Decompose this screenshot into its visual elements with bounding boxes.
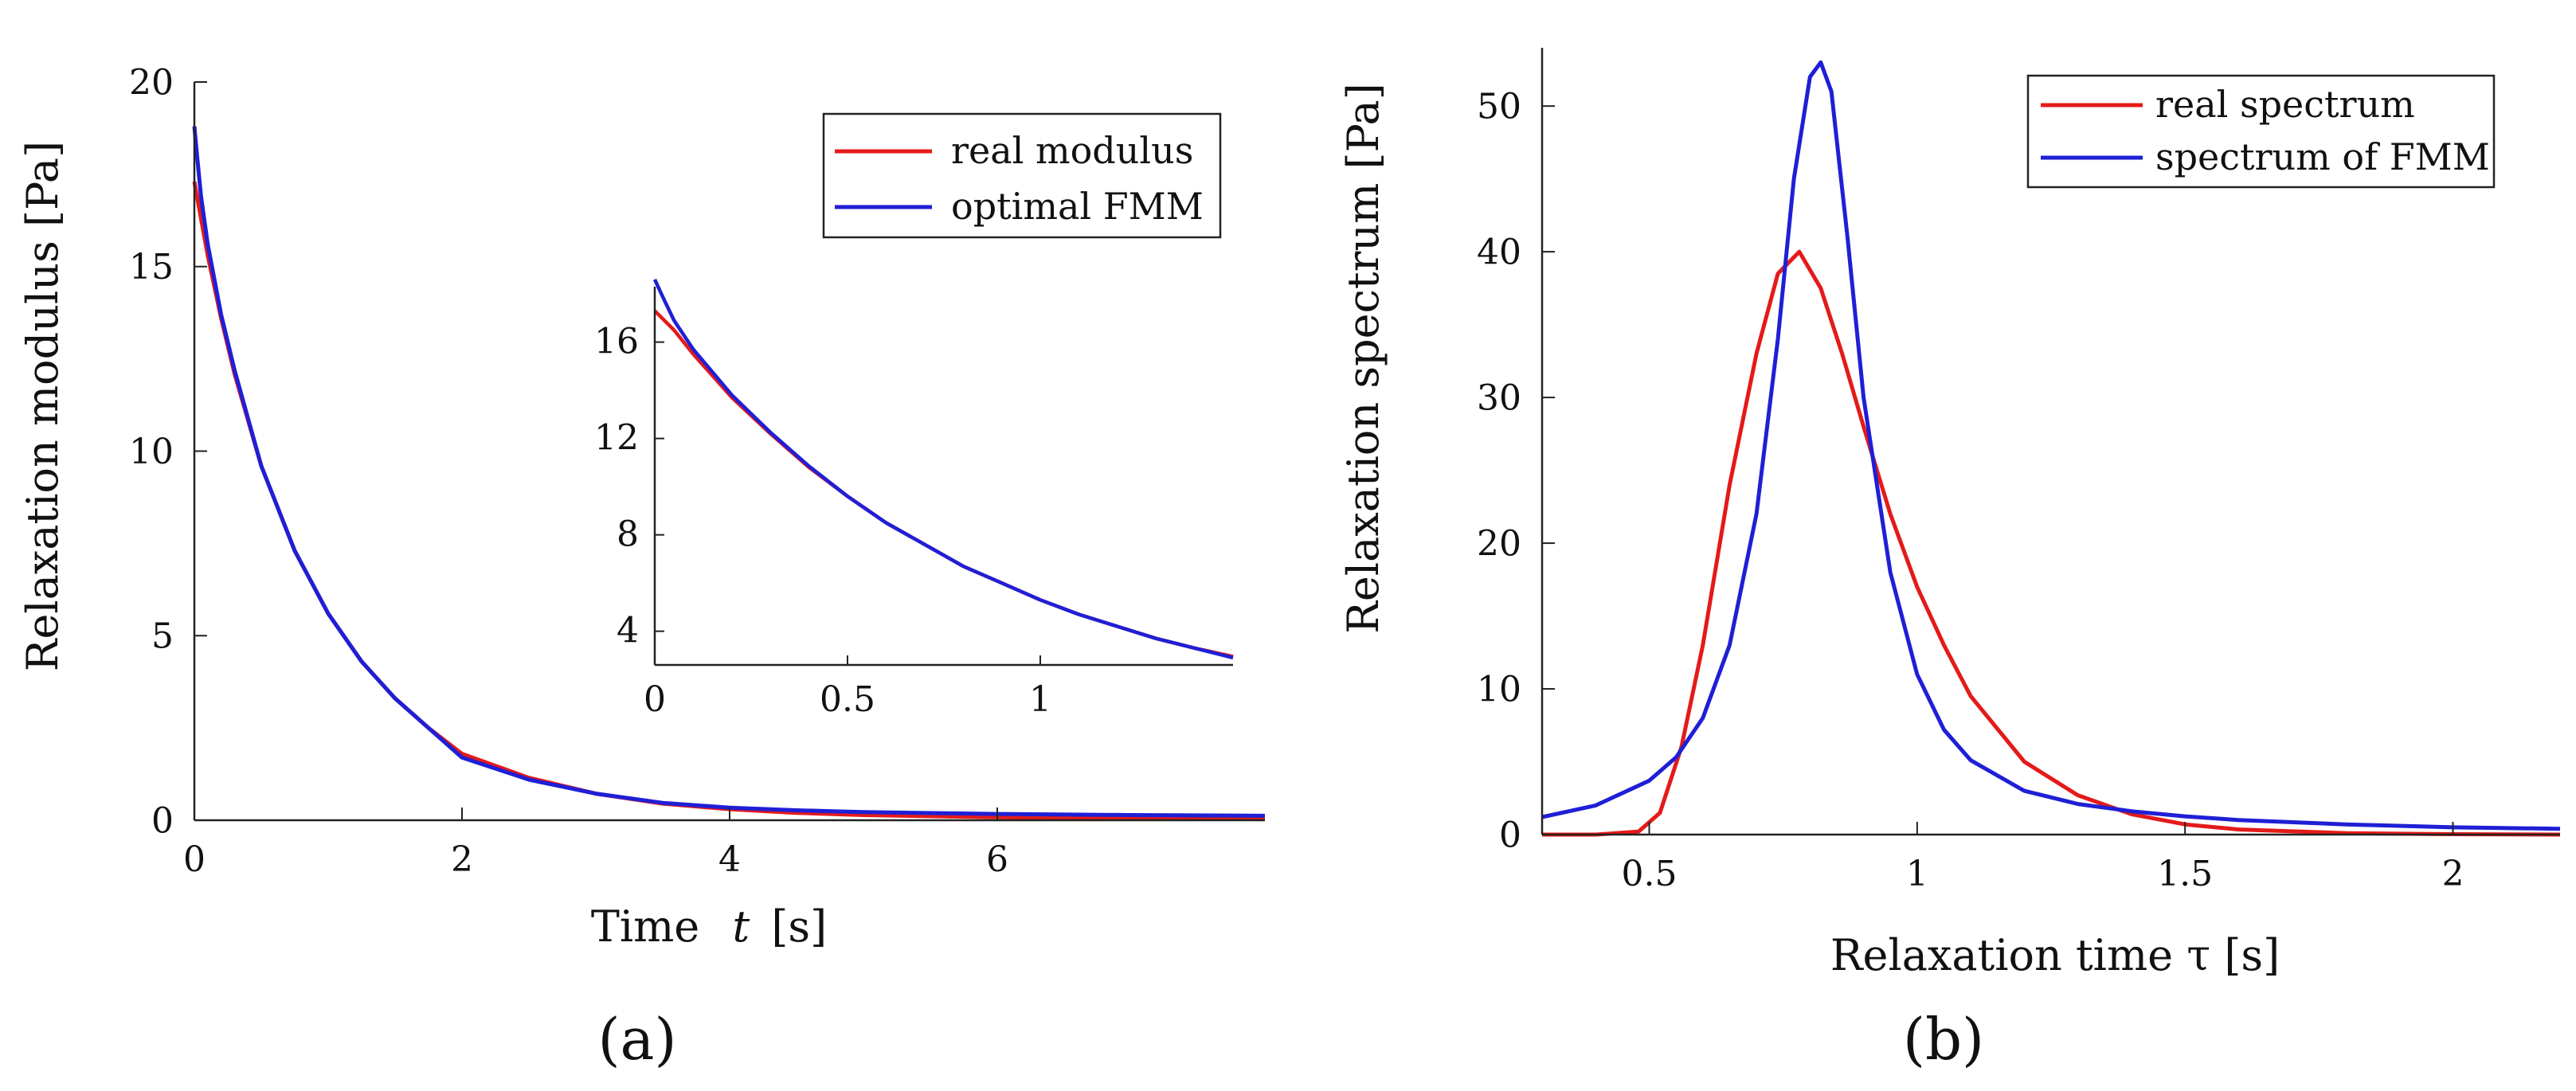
panel-b-label: (b) — [1903, 1006, 1984, 1073]
panel-b-ylabel: Relaxation spectrum [Pa] — [1338, 83, 1388, 634]
panel-a-legend: real modulus optimal FMM — [822, 112, 1222, 239]
panel-a-xlabel: Time t [s] — [591, 901, 827, 952]
inset-series — [652, 278, 1236, 665]
panel-b-y-tick-label: 0 — [1499, 815, 1521, 855]
panel-b-y-tick-label: 10 — [1477, 669, 1521, 710]
panel-b-legend-box — [2026, 74, 2496, 189]
panel-a-series-fmm-line — [192, 126, 1266, 818]
panel-a-y-tick-label: 0 — [151, 800, 174, 841]
panel-b-y-tick-label: 40 — [1477, 233, 1521, 273]
panel-b-series-fmm-line — [1541, 60, 2561, 831]
panel-b-x-tick-label: 2 — [2441, 854, 2464, 894]
panel-a-legend-label-real: real modulus — [951, 129, 1193, 172]
panel-b-legend: real spectrum spectrum of FMM — [2026, 74, 2496, 189]
panel-b-x-tick-label: 0.5 — [1622, 854, 1678, 894]
inset-x-tick-label: 1 — [1029, 679, 1051, 720]
panel-a-ylabel: Relaxation modulus [Pa] — [18, 141, 68, 671]
panel-b-axes — [1541, 48, 2560, 836]
panel-a-x-tick-label: 6 — [986, 839, 1008, 880]
panel-a-xlabel-var: t — [732, 901, 750, 952]
panel-a-ticks: 0 2 4 6 0 5 10 15 20 — [129, 62, 1008, 880]
panel-a-y-tick-label: 20 — [129, 62, 174, 103]
panel-a-xlabel-unit: [s] — [771, 901, 827, 952]
panel-b-x-tick-label: 1.5 — [2157, 854, 2213, 894]
inset-x-tick-label: 0 — [644, 679, 666, 720]
panel-a-x-tick-label: 2 — [451, 839, 473, 880]
inset-y-tick-label: 12 — [594, 418, 639, 459]
panel-b-legend-label-fmm: spectrum of FMM — [2155, 135, 2490, 178]
panel-b-legend-label-real: real spectrum — [2155, 83, 2415, 126]
inset-background — [655, 287, 1236, 665]
panel-b-y-tick-label: 50 — [1477, 87, 1521, 127]
panel-a-x-tick-label: 4 — [718, 839, 741, 880]
panel-a-label: (a) — [597, 1006, 676, 1073]
panel-a-legend-label-fmm: optimal FMM — [951, 185, 1204, 228]
panel-a-x-tick-label: 0 — [183, 839, 206, 880]
inset-y-tick-label: 4 — [617, 611, 639, 651]
panel-a-xlabel-prefix: Time — [591, 901, 699, 952]
panel-a-y-tick-label: 15 — [129, 247, 174, 287]
panel-a-y-tick-label: 10 — [129, 432, 174, 472]
panel-b-x-tick-label: 1 — [1906, 854, 1928, 894]
inset-x-tick-label: 0.5 — [820, 679, 875, 720]
inset-series-fmm-line — [652, 278, 1234, 660]
inset-y-tick-label: 16 — [594, 322, 639, 362]
panel-a-series — [192, 126, 1266, 822]
panel-a-inset: 0 0.5 1 4 8 12 16 — [594, 278, 1236, 720]
panel-b-series-real-line — [1542, 249, 2561, 837]
panel-b-xlabel: Relaxation time τ [s] — [1830, 930, 2280, 980]
inset-axes — [653, 287, 1233, 667]
panel-a-y-tick-label: 5 — [151, 616, 174, 657]
panel-b-y-tick-label: 30 — [1477, 378, 1521, 419]
panel-b-y-tick-label: 20 — [1477, 523, 1521, 564]
inset-ticks: 0 0.5 1 4 8 12 16 — [594, 322, 1051, 720]
panel-a-legend-box — [822, 112, 1222, 239]
inset-y-tick-label: 8 — [617, 514, 639, 555]
